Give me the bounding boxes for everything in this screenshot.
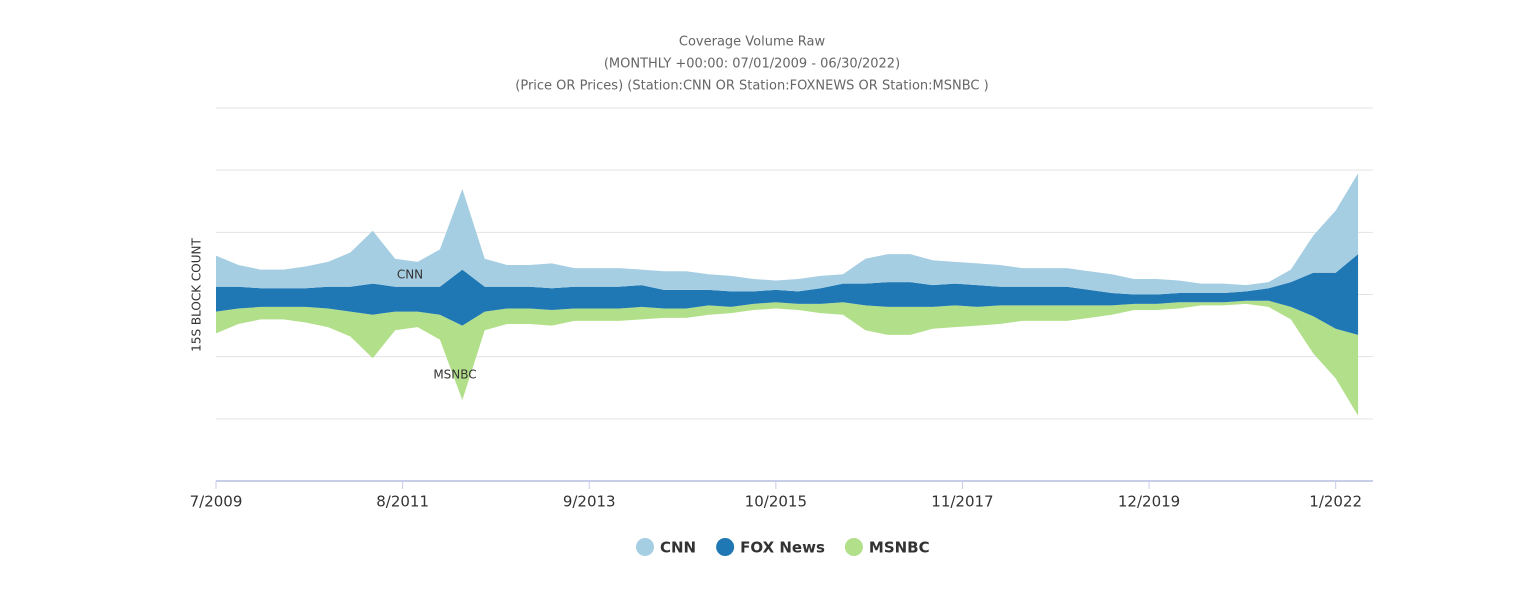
legend-swatch <box>844 538 863 556</box>
stream-area <box>216 173 1359 295</box>
annotation: CNN <box>397 268 423 282</box>
x-tick-label: 9/2013 <box>563 493 616 511</box>
chart-query: (Price OR Prices) (Station:CNN OR Statio… <box>515 79 988 94</box>
x-tick-label: 12/2019 <box>1118 493 1180 511</box>
chart-title: Coverage Volume Raw <box>679 35 826 50</box>
legend-label: MSNBC <box>869 539 930 557</box>
legend-label: CNN <box>660 539 696 557</box>
legend-swatch <box>636 538 654 556</box>
x-tick-label: 10/2015 <box>745 493 807 511</box>
legend-label: FOX News <box>740 539 825 557</box>
x-tick-label: 8/2011 <box>376 493 429 511</box>
x-tick-label: 11/2017 <box>931 493 993 511</box>
y-axis-label: 15S BLOCK COUNT <box>190 238 204 352</box>
x-tick-label: 7/2009 <box>190 493 243 511</box>
chart-subtitle: (MONTHLY +00:00: 07/01/2009 - 06/30/2022… <box>604 57 900 72</box>
stream-area <box>216 300 1359 416</box>
stream-area <box>216 254 1359 335</box>
legend-swatch <box>716 538 735 556</box>
annotation: MSNBC <box>433 368 476 382</box>
x-tick-label: 1/2022 <box>1309 493 1362 511</box>
